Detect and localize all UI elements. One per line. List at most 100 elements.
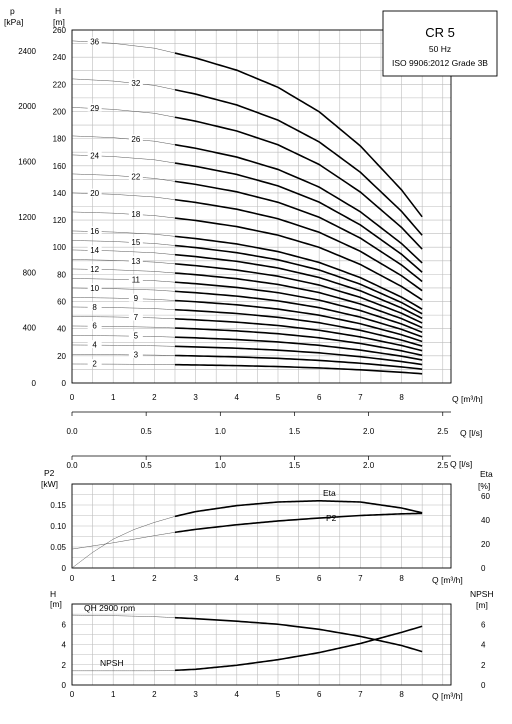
bot-h-label: H (50, 589, 56, 599)
npsh-curve-solid (174, 625, 423, 672)
stage-curve-solid (174, 52, 423, 218)
bot-x-tick-label: 3 (193, 690, 198, 699)
npsh-label: NPSH (470, 589, 494, 599)
bot-x-label: Q [m³/h] (432, 691, 463, 701)
mid-x-tick-label: 4 (235, 574, 240, 583)
stage-curve-dashed (71, 325, 175, 329)
mid-eta-tick-label: 0 (481, 564, 486, 573)
p2-curve-solid (174, 512, 423, 534)
p2-curve-dashed (71, 532, 176, 550)
top-y-ticks: 0 20 40 60 80 100 120 140 160 180 200 220 240 260 (53, 26, 67, 388)
top-x-ticks: 0 1 2 3 4 5 6 7 8 (70, 393, 405, 402)
stage-label-bg (87, 103, 102, 112)
stage-label-bg (87, 302, 102, 311)
qh-curve-solid (174, 616, 423, 653)
stage-label-bg (87, 188, 102, 197)
title-box (382, 10, 498, 77)
eta-curve-solid (174, 499, 423, 518)
top-p-ticks: 0 400 800 1200 1600 2000 2400 (18, 47, 36, 388)
top-y-tick-label: 80 (57, 270, 66, 279)
top-y-tick-label: 100 (53, 243, 67, 252)
stage-curve-solid (174, 354, 423, 370)
eta-curve-label: Eta (323, 488, 336, 498)
npsh-unit: [m] (476, 600, 488, 610)
stage-curve-solid (174, 363, 423, 375)
stage-curve-dashed (71, 268, 176, 274)
mid-eta-tick-label: 20 (481, 540, 490, 549)
stage-curve-solid (174, 180, 423, 283)
mid-top-tick-label: 1.0 (215, 461, 227, 470)
top-x-tick-label: 2 (152, 393, 157, 402)
stage-curve-dashed (71, 259, 176, 265)
stage-label-bg (128, 172, 143, 181)
stage-curve-solid (174, 263, 423, 324)
stage-label-bg (128, 209, 143, 218)
stage-label: 4 (92, 341, 97, 350)
top-plot-frame (71, 29, 452, 384)
stage-label-bg (128, 275, 143, 284)
top-y-tick-label: 180 (53, 135, 67, 144)
stage-curve-solid (174, 88, 423, 236)
mid-x-ticks: 0 1 2 3 4 5 6 7 8 (70, 574, 405, 583)
stage-curve-solid (174, 272, 423, 329)
bot-x-tick-label: 4 (235, 690, 240, 699)
stage-label: 26 (131, 135, 140, 144)
stage-label: 8 (92, 303, 97, 312)
stage-label-bg (87, 283, 102, 292)
stage-curve-solid (174, 235, 423, 310)
stage-curve-solid (174, 253, 423, 320)
mid-top-x-label: Q [l/s] (450, 459, 472, 469)
stage-label-bg (128, 134, 143, 143)
bot-y-tick-label: 6 (62, 620, 67, 629)
bot-plot-frame (71, 603, 452, 686)
stage-label: 11 (132, 276, 141, 285)
stage-label-bg (87, 245, 102, 254)
top-x2-label: Q [l/s] (460, 428, 482, 438)
p2-unit: [kW] (41, 479, 58, 489)
top-p-tick-label: 400 (23, 324, 37, 333)
mid-y-tick-label: 0.15 (50, 501, 66, 510)
top-x-tick-label: 3 (193, 393, 198, 402)
stage-label-bg (87, 340, 102, 349)
mid-top-x-ticks: 0.0 0.5 1.0 1.5 2.0 2.5 (66, 455, 451, 470)
stage-label: 18 (131, 210, 140, 219)
mid-y-ticks: 0 0.05 0.10 0.15 (50, 501, 66, 573)
stage-curve-dashed (71, 363, 175, 365)
stage-label-bg (87, 359, 102, 368)
eta-unit: [%] (478, 481, 490, 491)
top-p-tick-label: 0 (32, 379, 37, 388)
top-stage-labels: 2 3 4 5 6 7 8 9 10 11 12 13 14 15 16 18 20 22 24 26 29 32 36 (87, 37, 143, 369)
bot-x-ticks: 0 1 2 3 4 5 6 7 8 (70, 690, 405, 699)
top-x-label: Q [m³/h] (452, 394, 483, 404)
mid-y-tick-label: 0 (62, 564, 67, 573)
p2-label: P2 (44, 468, 55, 478)
stage-curve-solid (174, 299, 423, 343)
top-x-tick-label: 6 (317, 393, 322, 402)
bot-x-tick-label: 7 (358, 690, 363, 699)
top-x-tick-label: 7 (358, 393, 363, 402)
bot-npsh-tick-label: 0 (481, 681, 486, 690)
stage-label: 10 (90, 284, 99, 293)
stage-curve-solid (174, 217, 423, 301)
stage-curve-solid (174, 290, 423, 338)
mid-x-tick-label: 5 (276, 574, 281, 583)
stage-curve-dashed (71, 306, 176, 310)
stage-curve-dashed (71, 249, 176, 255)
stage-curve-dashed (71, 192, 176, 200)
stage-curve-dashed (71, 154, 176, 164)
stage-curve-dashed (71, 240, 176, 246)
mid-curves (71, 499, 423, 569)
stage-label-bg (87, 226, 102, 235)
stage-curve-dashed (71, 278, 176, 283)
stage-curve-dashed (71, 354, 175, 356)
stage-label: 12 (90, 265, 99, 274)
stage-label-bg (87, 37, 102, 46)
top-x-tick-label: 1 (111, 393, 116, 402)
bot-x-tick-label: 5 (276, 690, 281, 699)
bot-npsh-tick-label: 2 (481, 661, 486, 670)
top-x-tick-label: 0 (70, 393, 75, 402)
mid-top-tick-label: 0.5 (141, 461, 153, 470)
eta-label: Eta (480, 469, 493, 479)
top-x2-tick-label: 0.0 (66, 427, 78, 436)
bot-npsh-ticks: 0 2 4 6 (481, 620, 486, 690)
